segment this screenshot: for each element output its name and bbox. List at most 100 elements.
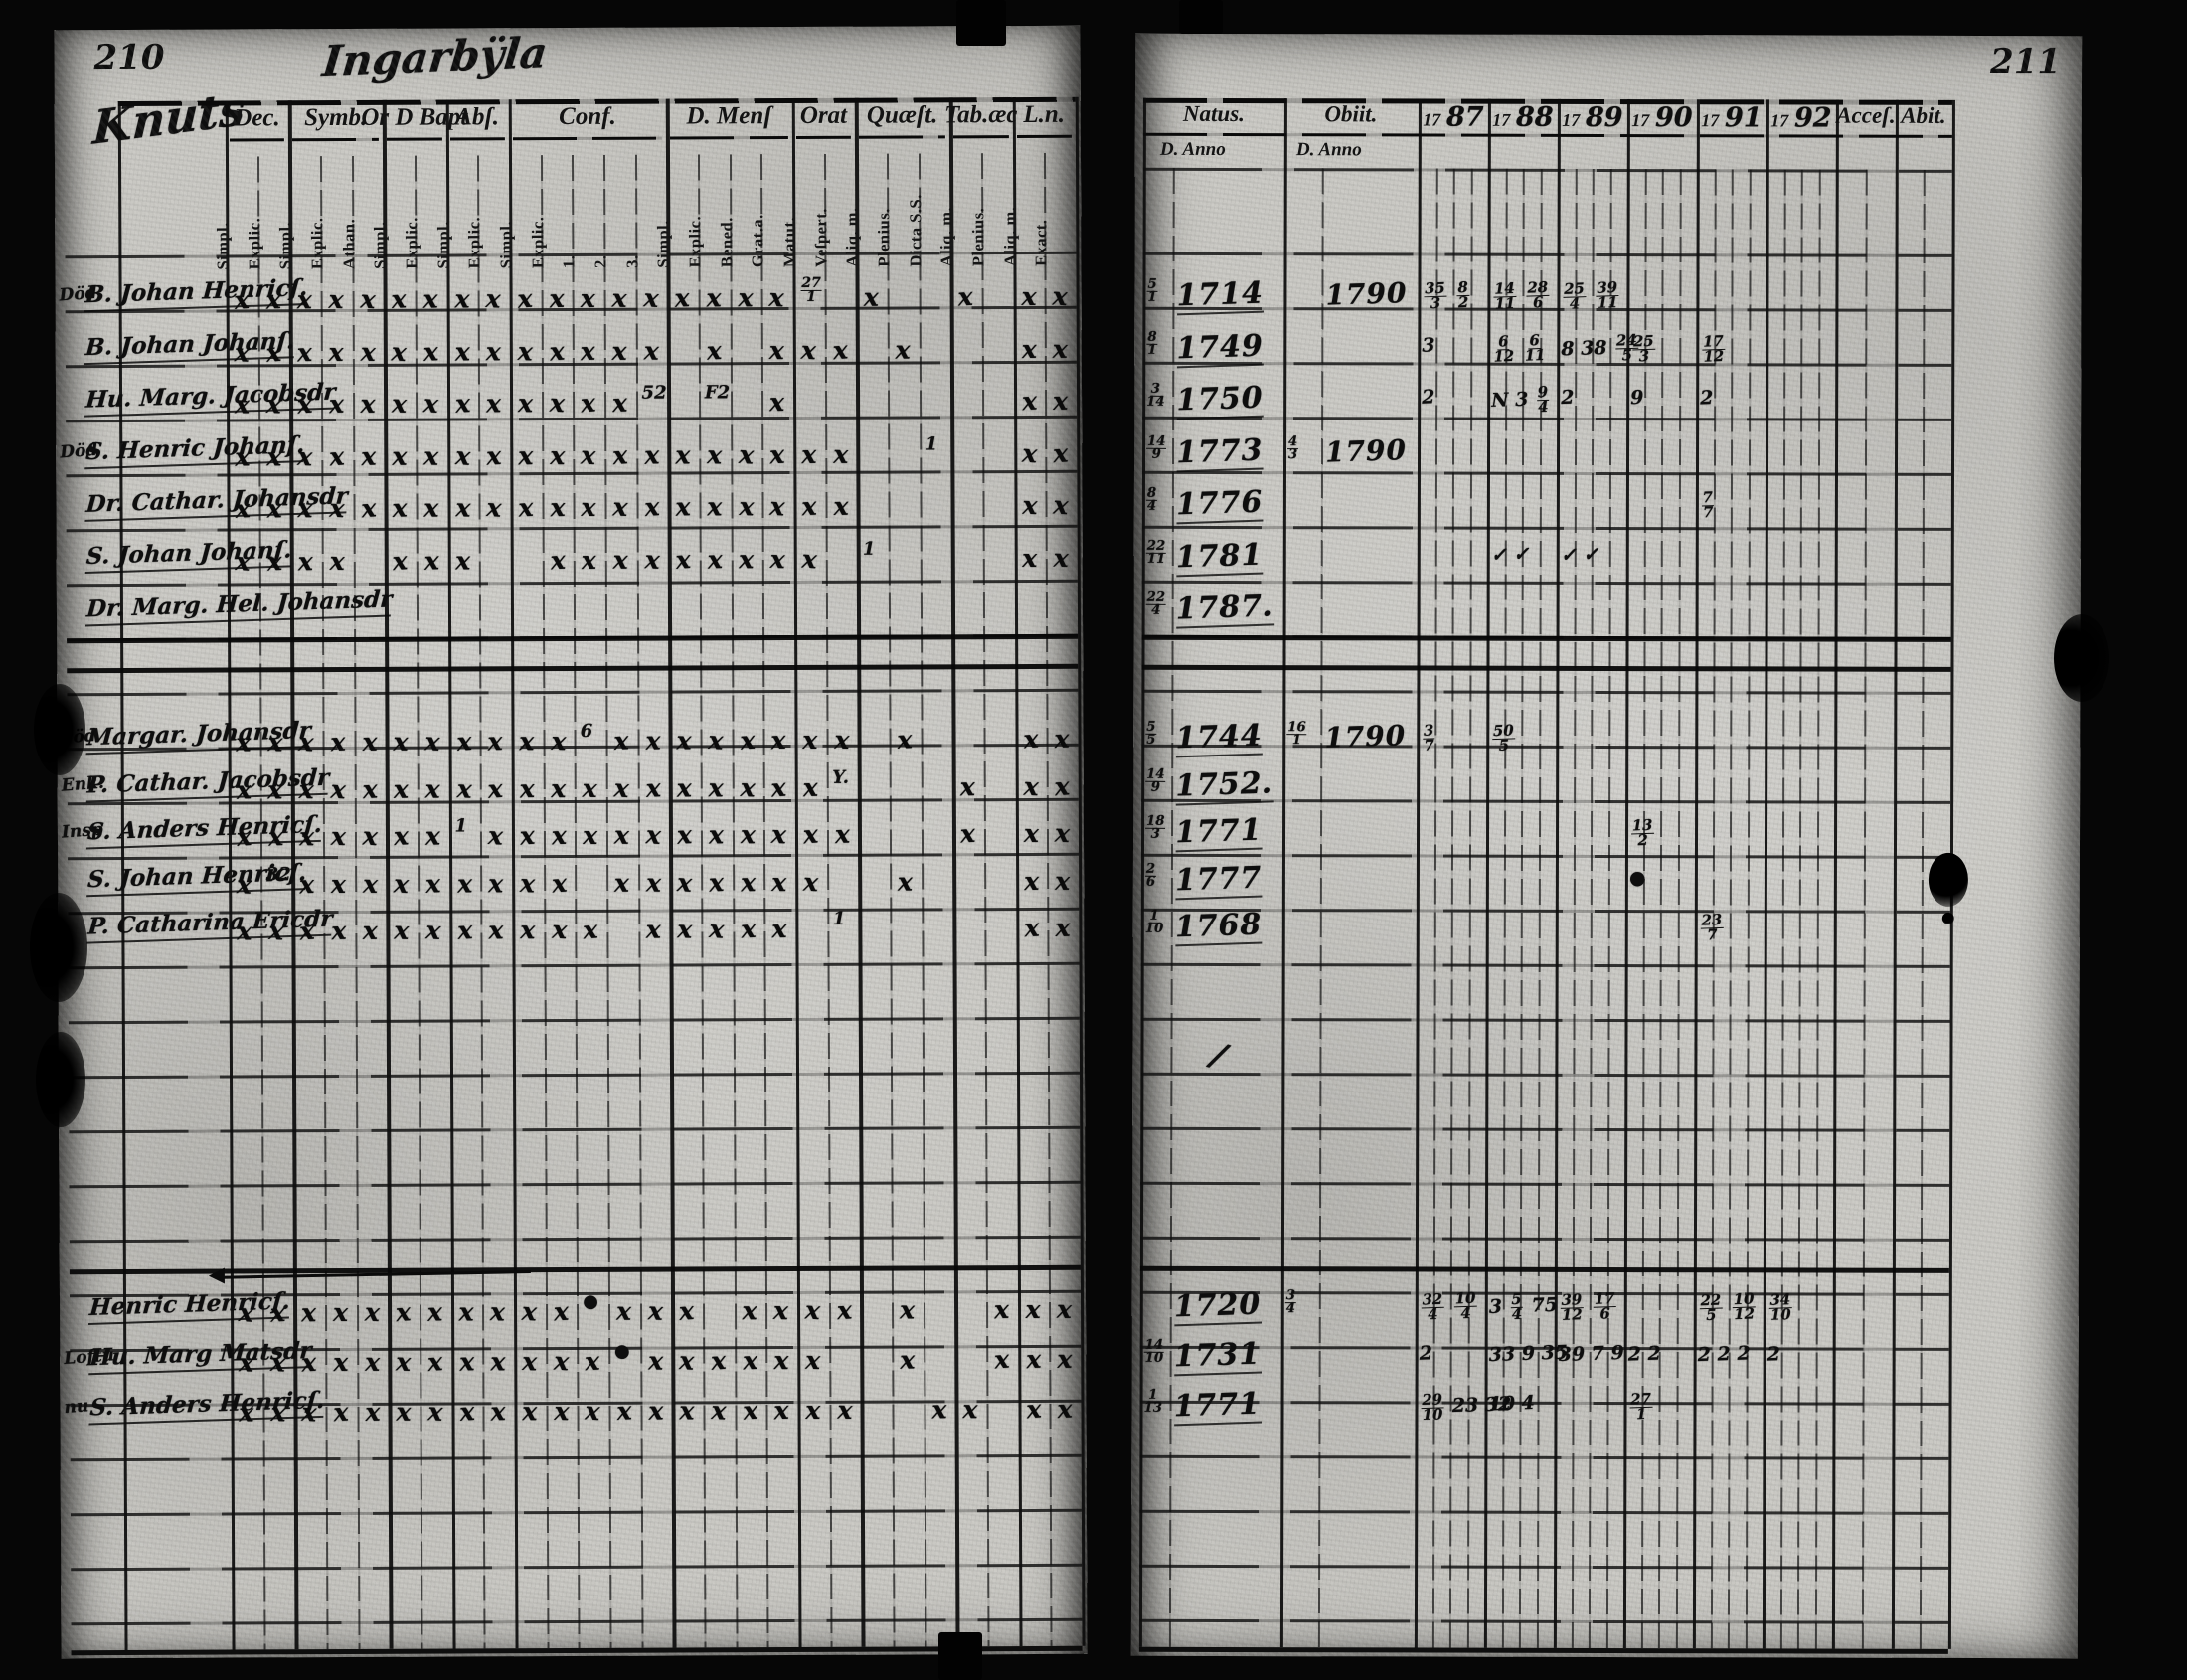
year-entry: 25 3 (1631, 332, 1655, 365)
marginal-number: 6 (580, 720, 593, 742)
attendance-mark: x (676, 820, 693, 850)
attendance-mark: x (361, 773, 378, 804)
attendance-mark: x (300, 1347, 318, 1378)
book-spine-shadow (36, 1032, 85, 1127)
column-subheader: Matut. (779, 216, 799, 268)
attendance-mark: x (422, 440, 439, 471)
person-name: B. Johan Johanſ. (84, 326, 295, 365)
attendance-mark: x (1055, 913, 1071, 942)
column-rule (760, 154, 769, 1648)
week-subcolumn-rule (1727, 169, 1734, 1649)
attendance-mark: x (453, 284, 470, 314)
attendance-mark: x (490, 1347, 506, 1377)
attendance-mark: x (833, 725, 850, 756)
attendance-mark: x (676, 726, 692, 756)
section-rule (67, 663, 1079, 674)
natus-day: 22 4 (1145, 589, 1167, 619)
attendance-mark: x (361, 821, 379, 852)
person-name: Dr. Marg. Hel. Johansdr (84, 586, 393, 627)
column-group-header: L.n. (1023, 100, 1066, 129)
year-entry: 39 12 17 6 (1560, 1290, 1616, 1324)
year-entry: 6 12 6 11 (1493, 331, 1546, 365)
year-entry: 34 10 (1768, 1291, 1792, 1324)
column-subheader: Explic. (244, 217, 263, 270)
book-spine-shadow (30, 893, 87, 1002)
attendance-mark: x (799, 335, 817, 365)
attendance-mark: x (456, 916, 473, 945)
attendance-mark: x (771, 867, 787, 897)
attendance-mark: x (426, 1397, 443, 1427)
attendance-mark: x (1053, 770, 1071, 801)
row-rule (66, 415, 1078, 422)
column-group-header: Symb. (303, 103, 368, 132)
row-rule (66, 524, 1078, 532)
attendance-mark: x (392, 493, 409, 524)
attendance-mark: x (300, 1397, 318, 1428)
attendance-mark: x (742, 1345, 758, 1376)
natus-year: 1731 (1173, 1336, 1262, 1377)
column-group-rule (1831, 99, 1840, 1649)
year-entry: ✓ ✓ (1490, 542, 1530, 566)
natus-day: 14 9 (1146, 433, 1167, 462)
attendance-mark: x (580, 388, 597, 419)
attendance-mark: x (264, 285, 281, 315)
attendance-mark: x (298, 916, 316, 946)
attendance-mark: x (328, 389, 345, 420)
attendance-mark: x (485, 492, 503, 523)
attendance-mark: x (768, 387, 785, 418)
natus-year: 1744 (1174, 718, 1263, 758)
marginal-number: ● (613, 1340, 630, 1362)
attendance-mark: x (422, 545, 440, 576)
attendance-mark: x (519, 916, 536, 945)
natus-year: 1720 (1173, 1286, 1262, 1327)
attendance-mark: x (235, 821, 252, 852)
row-rule (71, 1563, 1083, 1571)
attendance-mark: x (296, 337, 313, 367)
attendance-mark: x (584, 1346, 601, 1377)
header-underline (512, 136, 663, 140)
attendance-mark: x (486, 773, 504, 804)
attendance-mark: x (710, 1345, 728, 1376)
week-subcolumn-rule (1588, 168, 1595, 1648)
attendance-mark: x (740, 914, 757, 944)
header-underline (387, 137, 442, 141)
marginal-number: 1 (862, 538, 876, 560)
natus-year: 1771 (1172, 1386, 1262, 1427)
attendance-mark: x (298, 869, 315, 899)
column-subheader: Simpl. (370, 221, 390, 269)
attendance-mark: x (455, 726, 473, 756)
year-entry: 3 (1421, 333, 1435, 357)
attendance-mark: x (517, 440, 534, 470)
attendance-mark: x (421, 336, 439, 367)
attendance-mark: x (642, 283, 659, 314)
attendance-mark: x (1021, 334, 1037, 364)
attendance-mark: x (394, 916, 410, 945)
film-sprocket-mark (1179, 0, 1223, 34)
year-column-rule (1553, 98, 1562, 1648)
row-rule (1142, 252, 1952, 257)
year-entry: 2 (1699, 387, 1714, 410)
attendance-mark: x (615, 1296, 631, 1326)
attendance-mark: x (453, 440, 471, 471)
natus-day: 18 3 (1145, 813, 1166, 843)
column-rule (540, 155, 550, 1649)
attendance-mark: x (550, 820, 567, 851)
header-underline (859, 135, 946, 139)
attendance-mark: x (391, 336, 408, 367)
stray-pen-stroke: ∕ (1206, 1035, 1231, 1077)
section-rule (1138, 1646, 1948, 1654)
column-subheader: Explic. (685, 215, 705, 268)
attendance-mark: x (740, 867, 756, 897)
attendance-mark: x (236, 774, 252, 805)
attendance-mark: x (487, 727, 504, 756)
attendance-mark: x (237, 1297, 254, 1328)
year-entry: 39 7 9 (1558, 1341, 1625, 1367)
header-underline (670, 136, 788, 140)
attendance-mark: x (297, 546, 314, 576)
attendance-mark: x (233, 284, 251, 315)
row-rule (65, 360, 1077, 368)
column-group-rule (949, 97, 960, 1647)
attendance-mark: x (895, 335, 911, 365)
